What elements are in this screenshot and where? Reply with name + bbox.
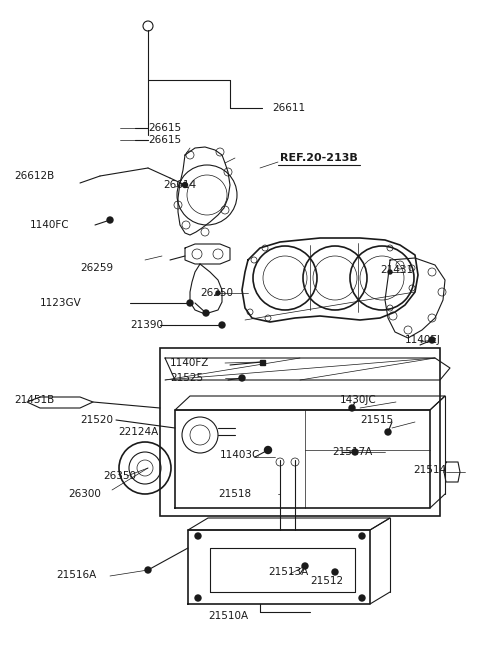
- Text: 1140FZ: 1140FZ: [170, 358, 209, 368]
- Circle shape: [195, 595, 201, 601]
- Circle shape: [195, 533, 201, 539]
- Text: 1140EJ: 1140EJ: [405, 335, 441, 345]
- Text: 1430JC: 1430JC: [340, 395, 377, 405]
- Text: 22124A: 22124A: [118, 427, 158, 437]
- Text: 26611: 26611: [272, 103, 305, 113]
- Circle shape: [352, 449, 358, 455]
- Circle shape: [203, 310, 209, 316]
- Circle shape: [332, 569, 338, 575]
- Text: 21431: 21431: [380, 265, 413, 275]
- Text: 21516A: 21516A: [56, 570, 96, 580]
- Circle shape: [388, 270, 392, 274]
- Text: 26612B: 26612B: [14, 171, 54, 181]
- Bar: [160, 348, 440, 516]
- Text: REF.20-213B: REF.20-213B: [280, 153, 358, 163]
- Circle shape: [385, 429, 391, 435]
- Text: 21513A: 21513A: [268, 567, 308, 577]
- Text: 21510A: 21510A: [208, 611, 248, 621]
- Text: 26615: 26615: [148, 123, 181, 133]
- Text: 21512: 21512: [310, 576, 343, 586]
- Circle shape: [107, 217, 113, 223]
- Text: 26259: 26259: [80, 263, 113, 273]
- Circle shape: [216, 291, 220, 295]
- Text: 21520: 21520: [80, 415, 113, 425]
- Text: 21514: 21514: [413, 465, 446, 475]
- Text: 26300: 26300: [68, 489, 101, 499]
- Circle shape: [187, 300, 193, 306]
- Text: 21518: 21518: [218, 489, 251, 499]
- Circle shape: [359, 595, 365, 601]
- Circle shape: [145, 567, 151, 573]
- Circle shape: [264, 447, 272, 453]
- Circle shape: [349, 405, 355, 411]
- Text: 26615: 26615: [148, 135, 181, 145]
- Text: 21390: 21390: [130, 320, 163, 330]
- Bar: [260, 359, 264, 365]
- Circle shape: [359, 533, 365, 539]
- Text: 1140FC: 1140FC: [30, 220, 70, 230]
- Text: 1123GV: 1123GV: [40, 298, 82, 308]
- Circle shape: [429, 337, 435, 343]
- Circle shape: [219, 322, 225, 328]
- Circle shape: [302, 563, 308, 569]
- Circle shape: [239, 375, 245, 381]
- Text: 21517A: 21517A: [332, 447, 372, 457]
- Circle shape: [182, 182, 188, 188]
- Text: 26250: 26250: [200, 288, 233, 298]
- Text: 26614: 26614: [163, 180, 196, 190]
- Text: 11403C: 11403C: [220, 450, 260, 460]
- Text: 21515: 21515: [360, 415, 393, 425]
- Text: 21451B: 21451B: [14, 395, 54, 405]
- Text: 21525: 21525: [170, 373, 203, 383]
- Text: 26350: 26350: [103, 471, 136, 481]
